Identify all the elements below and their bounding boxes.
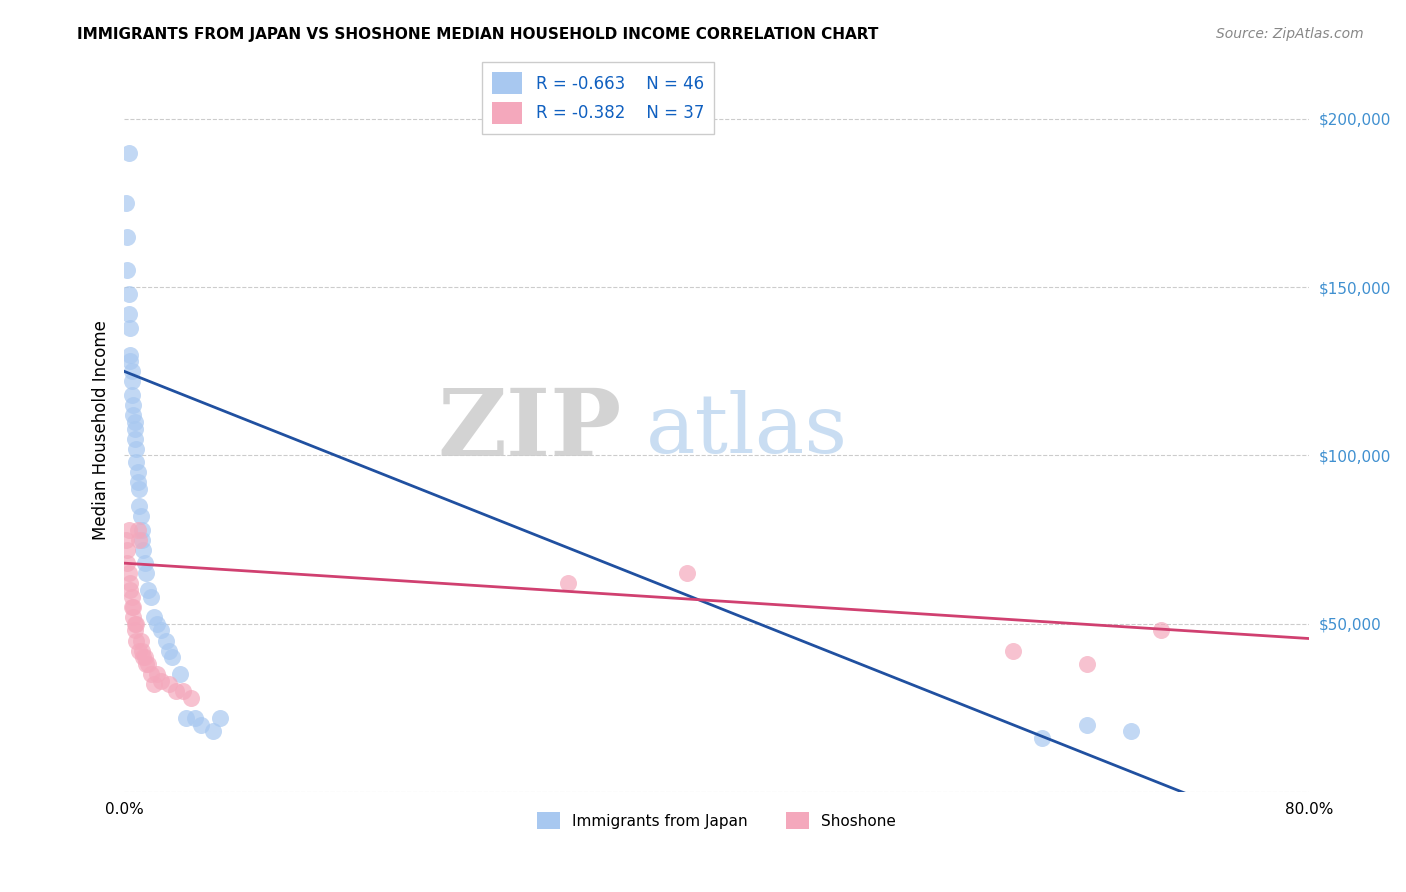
Point <box>134 556 156 570</box>
Point <box>131 523 153 537</box>
Text: ZIP: ZIP <box>437 385 621 475</box>
Point <box>1150 624 1173 638</box>
Legend: Immigrants from Japan, Shoshone: Immigrants from Japan, Shoshone <box>531 806 903 835</box>
Point <box>165 684 187 698</box>
Point <box>127 523 149 537</box>
Point <box>136 583 159 598</box>
Point <box>1121 724 1143 739</box>
Point <box>1001 643 1024 657</box>
Text: Source: ZipAtlas.com: Source: ZipAtlas.com <box>1216 27 1364 41</box>
Point <box>125 616 148 631</box>
Point <box>1076 717 1098 731</box>
Point <box>118 523 141 537</box>
Point <box>142 610 165 624</box>
Point <box>129 509 152 524</box>
Point <box>124 421 146 435</box>
Point <box>127 475 149 490</box>
Point <box>1031 731 1053 745</box>
Point <box>139 590 162 604</box>
Point <box>136 657 159 672</box>
Point <box>131 643 153 657</box>
Point <box>180 690 202 705</box>
Point <box>190 717 212 731</box>
Point <box>125 442 148 456</box>
Point <box>125 455 148 469</box>
Point <box>122 408 145 422</box>
Point <box>124 616 146 631</box>
Point <box>115 542 138 557</box>
Point <box>115 263 138 277</box>
Point <box>209 711 232 725</box>
Point <box>127 465 149 479</box>
Point <box>172 684 194 698</box>
Point <box>676 566 699 581</box>
Point <box>157 643 180 657</box>
Point <box>146 616 169 631</box>
Point <box>184 711 207 725</box>
Point <box>128 499 150 513</box>
Point <box>124 415 146 429</box>
Text: atlas: atlas <box>645 390 848 470</box>
Point <box>131 533 153 547</box>
Point <box>118 307 141 321</box>
Point <box>157 677 180 691</box>
Point <box>132 650 155 665</box>
Point <box>169 667 191 681</box>
Point <box>557 576 579 591</box>
Point <box>125 633 148 648</box>
Point <box>146 667 169 681</box>
Point <box>120 576 142 591</box>
Text: IMMIGRANTS FROM JAPAN VS SHOSHONE MEDIAN HOUSEHOLD INCOME CORRELATION CHART: IMMIGRANTS FROM JAPAN VS SHOSHONE MEDIAN… <box>77 27 879 42</box>
Point <box>202 724 225 739</box>
Point <box>1076 657 1098 672</box>
Point <box>160 650 183 665</box>
Point <box>128 643 150 657</box>
Point <box>121 590 143 604</box>
Point <box>114 196 136 211</box>
Point <box>128 533 150 547</box>
Point <box>122 599 145 614</box>
Point <box>139 667 162 681</box>
Point <box>121 364 143 378</box>
Point <box>124 624 146 638</box>
Point <box>128 482 150 496</box>
Point <box>120 354 142 368</box>
Point <box>142 677 165 691</box>
Point <box>115 229 138 244</box>
Point <box>132 542 155 557</box>
Point <box>129 633 152 648</box>
Point <box>124 432 146 446</box>
Point <box>176 711 198 725</box>
Point <box>122 610 145 624</box>
Point <box>114 533 136 547</box>
Point <box>134 650 156 665</box>
Point <box>115 556 138 570</box>
Point <box>121 388 143 402</box>
Point <box>120 347 142 361</box>
Point <box>122 398 145 412</box>
Point <box>121 599 143 614</box>
Point <box>155 633 177 648</box>
Point <box>120 583 142 598</box>
Point <box>118 287 141 301</box>
Point <box>120 320 142 334</box>
Point <box>135 657 157 672</box>
Point <box>150 624 173 638</box>
Point <box>118 566 141 581</box>
Point <box>118 145 141 160</box>
Y-axis label: Median Household Income: Median Household Income <box>93 320 110 541</box>
Point <box>135 566 157 581</box>
Point <box>150 673 173 688</box>
Point <box>121 375 143 389</box>
